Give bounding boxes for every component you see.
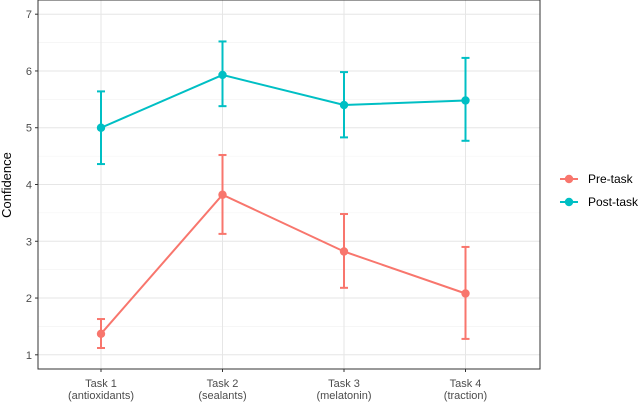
plot-border xyxy=(37,0,541,370)
x-tick-label: (antioxidants) xyxy=(68,390,134,402)
y-tick-label: 1 xyxy=(26,350,32,362)
y-tick-label: 6 xyxy=(26,66,32,78)
y-tick-label: 4 xyxy=(26,180,32,192)
series-line xyxy=(100,73,466,129)
y-axis-title: Confidence xyxy=(0,152,14,218)
data-point xyxy=(339,247,349,256)
data-point xyxy=(96,123,106,132)
series xyxy=(96,40,470,349)
data-point xyxy=(218,190,227,199)
y-tick-label: 3 xyxy=(26,236,32,248)
y-tick-label: 2 xyxy=(26,293,32,305)
data-point xyxy=(339,100,349,110)
data-point xyxy=(218,70,227,80)
grid xyxy=(38,0,540,369)
data-point xyxy=(461,289,470,298)
legend-label: Post-task xyxy=(588,195,639,209)
x-tick-label: Task 3 xyxy=(328,378,360,390)
data-point xyxy=(461,96,470,105)
data-point xyxy=(96,329,106,339)
x-tick-label: (melatonin) xyxy=(316,390,371,402)
axes: 1 2 3 4 5 6 7 Task 1(antioxidants) Task 2(sealan… xyxy=(26,0,541,402)
x-tick-label: (traction) xyxy=(444,390,487,402)
x-tick-label: Task 1 xyxy=(85,378,117,390)
x-tick-label: (sealants) xyxy=(198,390,246,402)
x-tick-label: Task 4 xyxy=(450,378,482,390)
legend: Pre-task Post-task xyxy=(560,172,639,209)
legend-key-point xyxy=(564,197,574,207)
legend-label: Pre-task xyxy=(588,172,634,186)
y-tick-label: 5 xyxy=(26,123,32,135)
y-tick-label: 7 xyxy=(26,9,32,21)
legend-key-point xyxy=(564,174,574,184)
series-line xyxy=(100,193,466,335)
x-tick-label: Task 2 xyxy=(207,378,239,390)
